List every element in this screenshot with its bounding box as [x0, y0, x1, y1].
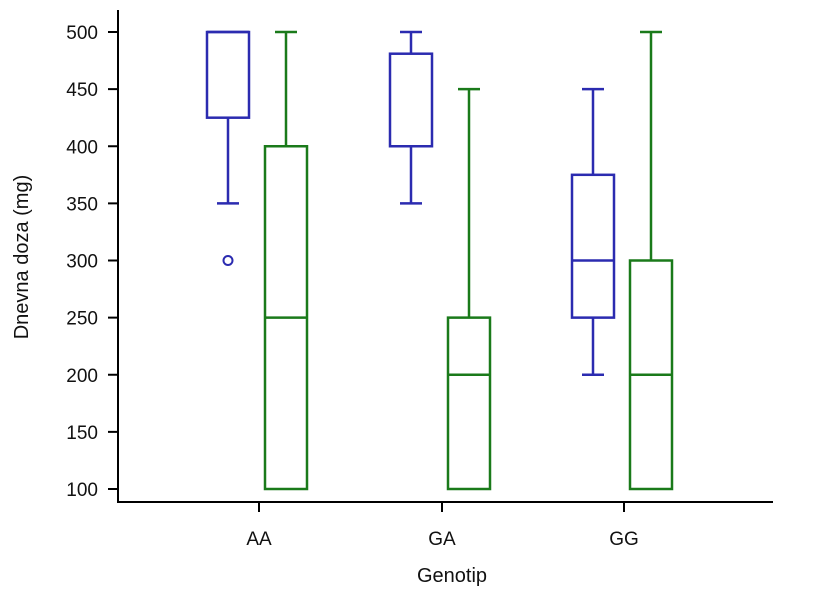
y-tick-label: 500 — [66, 23, 98, 44]
y-axis-title: Dnevna doza (mg) — [11, 175, 33, 340]
y-tick-label: 400 — [66, 137, 98, 158]
box-gg-series-2 — [628, 30, 674, 491]
x-tick-label: GG — [609, 529, 639, 550]
box-rect — [205, 30, 251, 119]
x-axis-title: Genotip — [417, 565, 487, 587]
box-gg-series-1 — [570, 87, 616, 376]
y-tick-label: 100 — [66, 480, 98, 501]
box-rect — [570, 173, 616, 319]
box-rect — [388, 52, 434, 148]
box-aa-series-2 — [263, 30, 309, 491]
y-tick-label: 150 — [66, 423, 98, 444]
y-tick-label: 350 — [66, 194, 98, 215]
box-aa-series-1 — [205, 30, 251, 266]
x-tick-label: AA — [246, 529, 272, 550]
y-tick-label: 300 — [66, 252, 98, 273]
x-tick-label: GA — [428, 529, 456, 550]
box-ga-series-1 — [388, 30, 434, 205]
y-ticks: 100 150 200 250 300 350 400 450 500 — [66, 23, 118, 501]
outlier-point — [222, 255, 234, 266]
box-rect — [446, 316, 492, 491]
box-ga-series-2 — [446, 87, 492, 491]
boxes — [205, 30, 674, 491]
y-tick-label: 250 — [66, 309, 98, 330]
y-tick-label: 450 — [66, 80, 98, 101]
axes — [117, 10, 773, 503]
y-tick-label: 200 — [66, 366, 98, 387]
x-ticks: AA GA GG — [246, 502, 639, 550]
